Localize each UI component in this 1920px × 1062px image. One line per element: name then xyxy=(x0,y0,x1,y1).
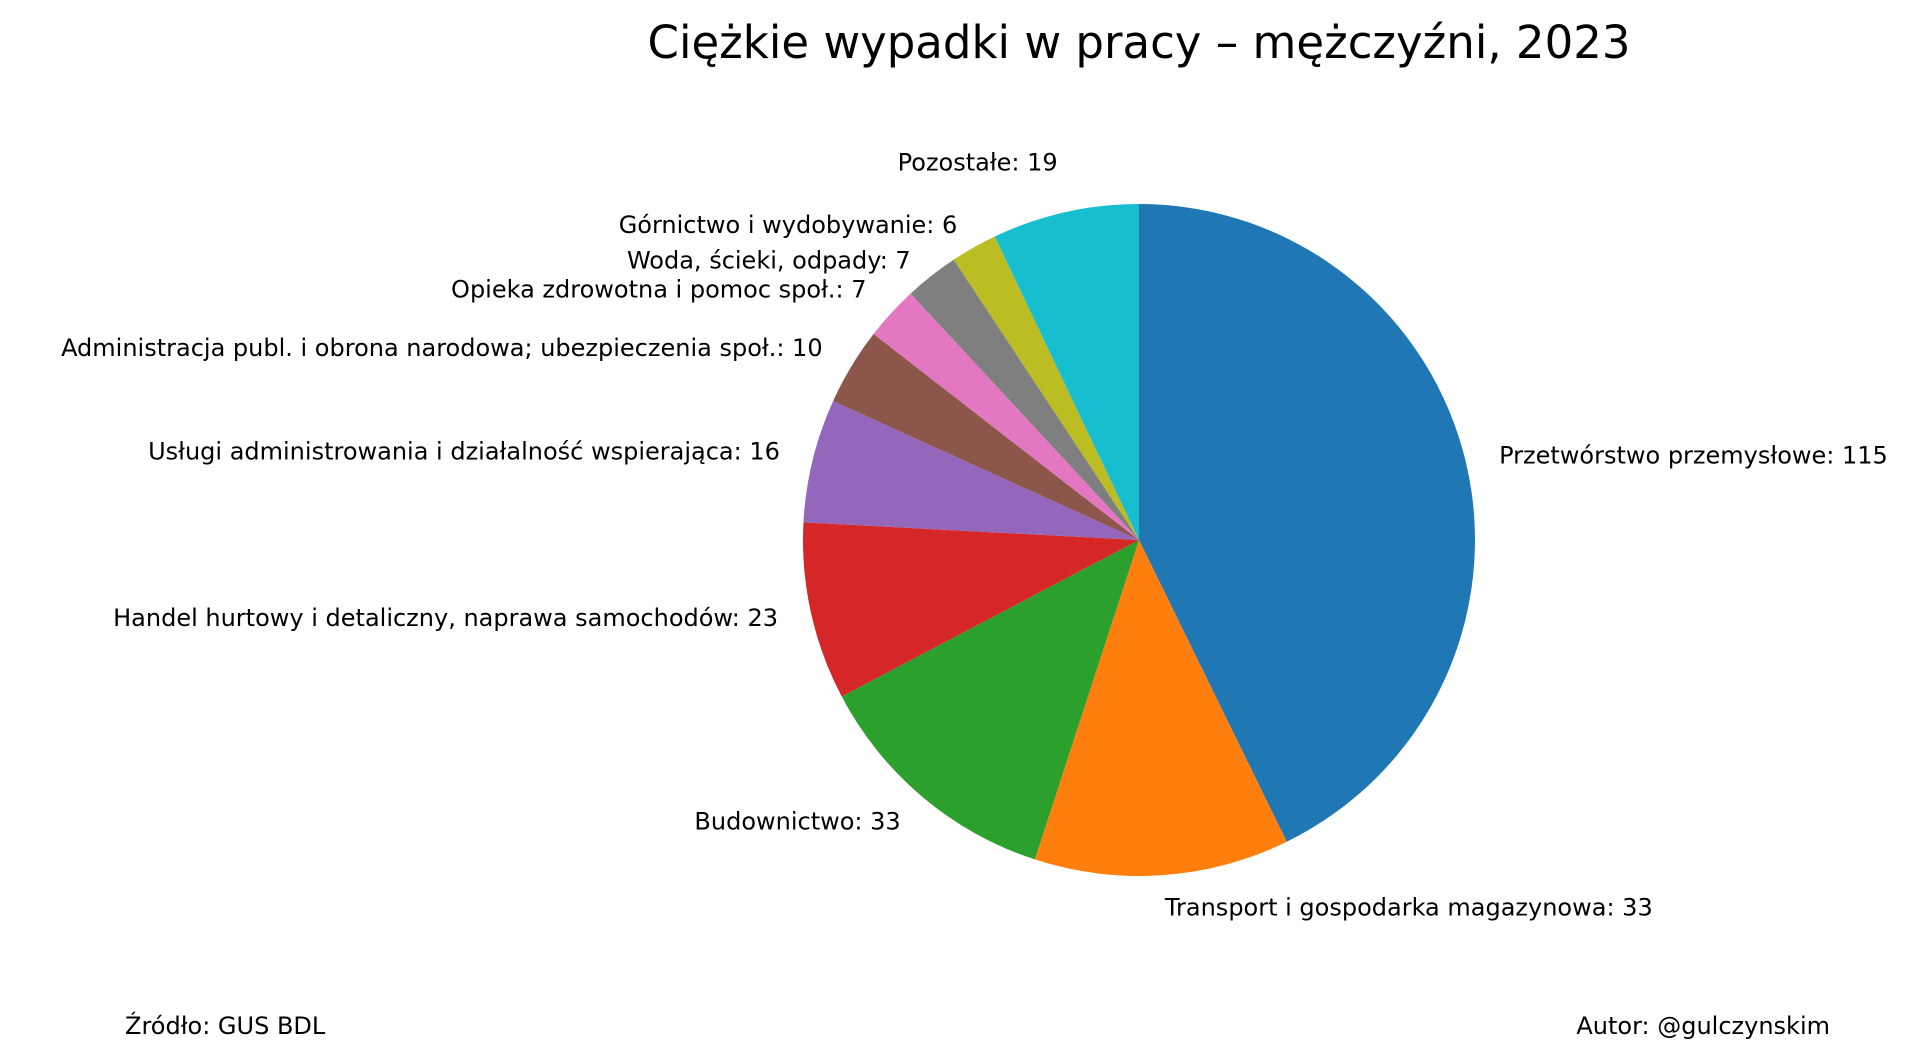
pie-slice-8 xyxy=(910,259,1139,540)
slice-label-9: Górnictwo i wydobywanie: 6 xyxy=(619,211,958,239)
pie-labels: Przetwórstwo przemysłowe: 115 Transport i… xyxy=(61,149,1888,922)
pie-slice-6 xyxy=(833,334,1139,540)
slice-label-6: Administracja publ. i obrona narodowa; u… xyxy=(61,334,823,362)
slice-label-4: Handel hurtowy i detaliczny, naprawa sam… xyxy=(113,604,778,632)
author-note: Autor: @gulczynskim xyxy=(1576,1012,1830,1040)
pie-slice-9 xyxy=(953,236,1139,541)
slice-label-8: Woda, ścieki, odpady: 7 xyxy=(627,246,911,274)
pie-slice-5 xyxy=(803,401,1139,540)
chart-title: Ciężkie wypadki w pracy – mężczyźni, 202… xyxy=(648,16,1631,69)
pie-slice-3 xyxy=(841,540,1139,860)
slice-label-10: Pozostałe: 19 xyxy=(898,149,1058,177)
source-note: Źródło: GUS BDL xyxy=(125,1012,326,1040)
slice-label-3: Budownictwo: 33 xyxy=(694,808,900,836)
pie-slices xyxy=(802,203,1476,876)
slice-label-1: Przetwórstwo przemysłowe: 115 xyxy=(1499,442,1888,470)
pie-slice-2 xyxy=(1034,540,1287,876)
pie-slice-4 xyxy=(802,522,1139,697)
pie-slice-7 xyxy=(873,293,1139,540)
pie-slice-1 xyxy=(1139,203,1476,842)
slice-label-5: Usługi administrowania i działalność wsp… xyxy=(148,437,780,465)
slice-label-2: Transport i gospodarka magazynowa: 33 xyxy=(1164,894,1653,922)
pie-slice-10 xyxy=(994,204,1139,540)
slice-label-7: Opieka zdrowotna i pomoc społ.: 7 xyxy=(451,275,866,303)
